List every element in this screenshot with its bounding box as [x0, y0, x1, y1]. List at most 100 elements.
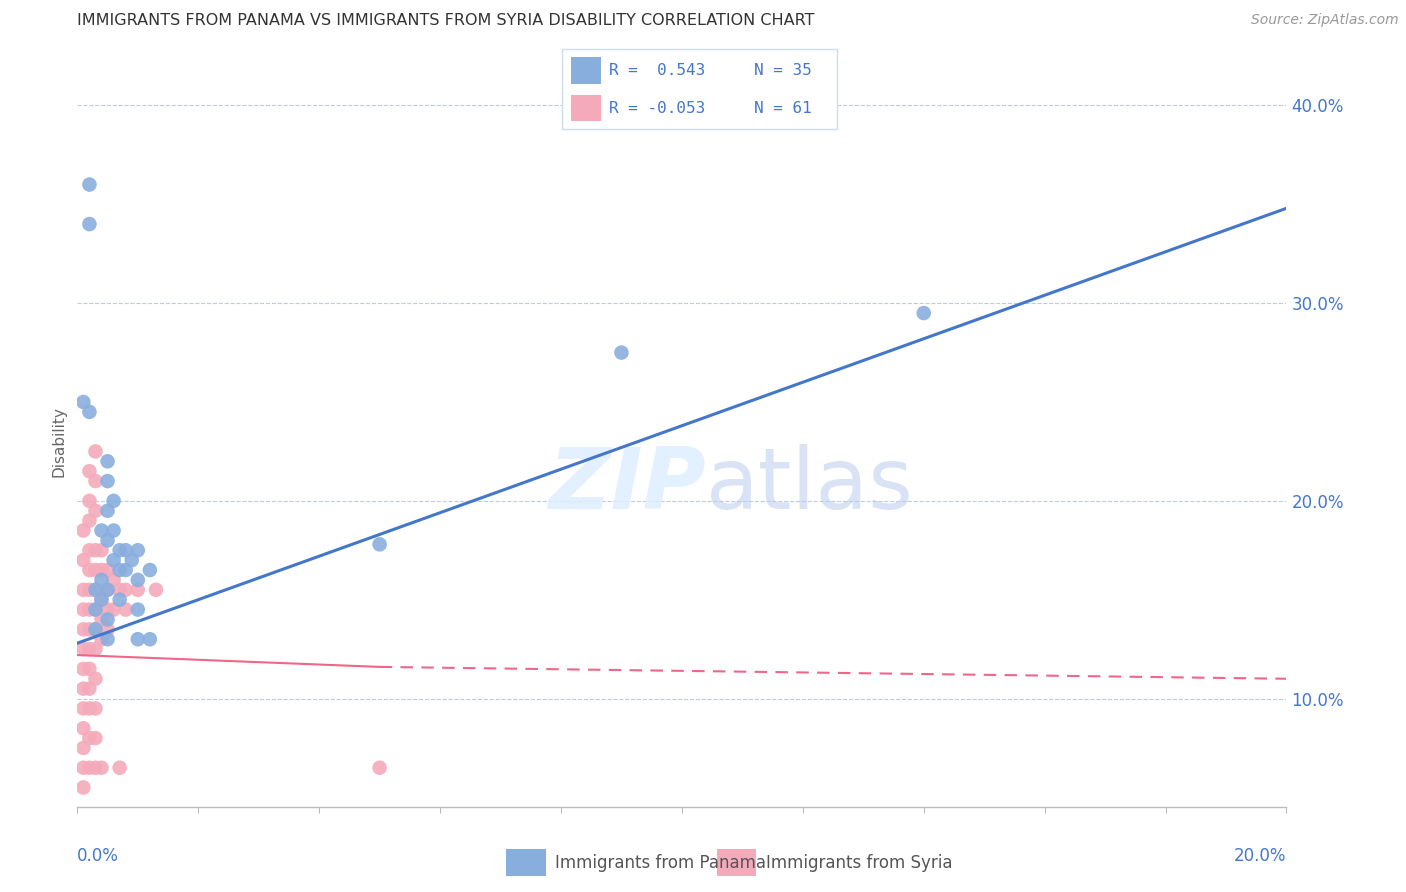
- Text: N = 61: N = 61: [754, 101, 813, 116]
- Text: Immigrants from Panama: Immigrants from Panama: [555, 854, 766, 871]
- Point: [72, 395, 94, 409]
- Y-axis label: Disability: Disability: [51, 406, 66, 477]
- Point: [84, 543, 107, 558]
- Text: R =  0.543: R = 0.543: [609, 62, 706, 78]
- Point: [72, 553, 94, 567]
- Point: [127, 602, 149, 616]
- Point: [84, 672, 107, 686]
- Point: [79, 602, 101, 616]
- Point: [96, 612, 118, 626]
- FancyBboxPatch shape: [571, 57, 600, 84]
- Point: [84, 504, 107, 518]
- Point: [108, 563, 131, 577]
- Point: [139, 632, 162, 647]
- Point: [108, 543, 131, 558]
- Point: [79, 662, 101, 676]
- Point: [72, 524, 94, 538]
- Text: IMMIGRANTS FROM PANAMA VS IMMIGRANTS FROM SYRIA DISABILITY CORRELATION CHART: IMMIGRANTS FROM PANAMA VS IMMIGRANTS FRO…: [77, 13, 815, 29]
- Point: [90, 543, 112, 558]
- Point: [79, 761, 101, 775]
- Point: [114, 543, 136, 558]
- Point: [103, 602, 125, 616]
- Point: [84, 444, 107, 458]
- Point: [79, 464, 101, 478]
- Point: [96, 504, 118, 518]
- Text: 20.0%: 20.0%: [1234, 847, 1286, 865]
- Point: [121, 553, 143, 567]
- Point: [108, 592, 131, 607]
- Point: [72, 662, 94, 676]
- Point: [72, 623, 94, 637]
- Point: [72, 602, 94, 616]
- Point: [103, 524, 125, 538]
- Point: [84, 582, 107, 597]
- Text: atlas: atlas: [706, 444, 914, 527]
- Point: [84, 761, 107, 775]
- Point: [72, 741, 94, 756]
- Point: [79, 582, 101, 597]
- Point: [127, 582, 149, 597]
- Point: [84, 623, 107, 637]
- Point: [114, 602, 136, 616]
- Point: [90, 563, 112, 577]
- Text: 0.0%: 0.0%: [77, 847, 120, 865]
- Point: [90, 761, 112, 775]
- Point: [610, 345, 633, 359]
- Point: [79, 217, 101, 231]
- Point: [84, 602, 107, 616]
- Point: [96, 454, 118, 468]
- Point: [114, 582, 136, 597]
- Point: [79, 563, 101, 577]
- Point: [79, 642, 101, 657]
- Point: [90, 592, 112, 607]
- Point: [79, 405, 101, 419]
- Point: [72, 780, 94, 795]
- Point: [103, 493, 125, 508]
- Point: [127, 543, 149, 558]
- Point: [96, 474, 118, 488]
- Point: [96, 632, 118, 647]
- FancyBboxPatch shape: [562, 49, 837, 129]
- Point: [139, 563, 162, 577]
- Point: [96, 533, 118, 548]
- Point: [79, 701, 101, 715]
- Point: [72, 681, 94, 696]
- Point: [72, 761, 94, 775]
- Point: [90, 612, 112, 626]
- Point: [79, 493, 101, 508]
- Point: [84, 563, 107, 577]
- Point: [145, 582, 167, 597]
- Point: [96, 582, 118, 597]
- Point: [72, 582, 94, 597]
- Point: [368, 761, 391, 775]
- Text: ZIP: ZIP: [548, 444, 706, 527]
- Point: [96, 623, 118, 637]
- Point: [79, 543, 101, 558]
- Point: [84, 474, 107, 488]
- Point: [72, 701, 94, 715]
- Point: [108, 582, 131, 597]
- Point: [84, 642, 107, 657]
- Point: [90, 632, 112, 647]
- Point: [79, 623, 101, 637]
- Point: [84, 582, 107, 597]
- Point: [79, 731, 101, 745]
- Point: [368, 537, 391, 551]
- Point: [103, 553, 125, 567]
- FancyBboxPatch shape: [506, 849, 546, 876]
- Point: [114, 563, 136, 577]
- Point: [79, 178, 101, 192]
- Point: [96, 582, 118, 597]
- Point: [84, 731, 107, 745]
- FancyBboxPatch shape: [571, 95, 600, 121]
- FancyBboxPatch shape: [717, 849, 756, 876]
- Point: [96, 563, 118, 577]
- Point: [72, 721, 94, 735]
- Point: [72, 642, 94, 657]
- Text: Immigrants from Syria: Immigrants from Syria: [766, 854, 953, 871]
- Point: [108, 761, 131, 775]
- Point: [103, 573, 125, 587]
- Point: [84, 602, 107, 616]
- Text: Source: ZipAtlas.com: Source: ZipAtlas.com: [1251, 13, 1399, 28]
- Point: [90, 573, 112, 587]
